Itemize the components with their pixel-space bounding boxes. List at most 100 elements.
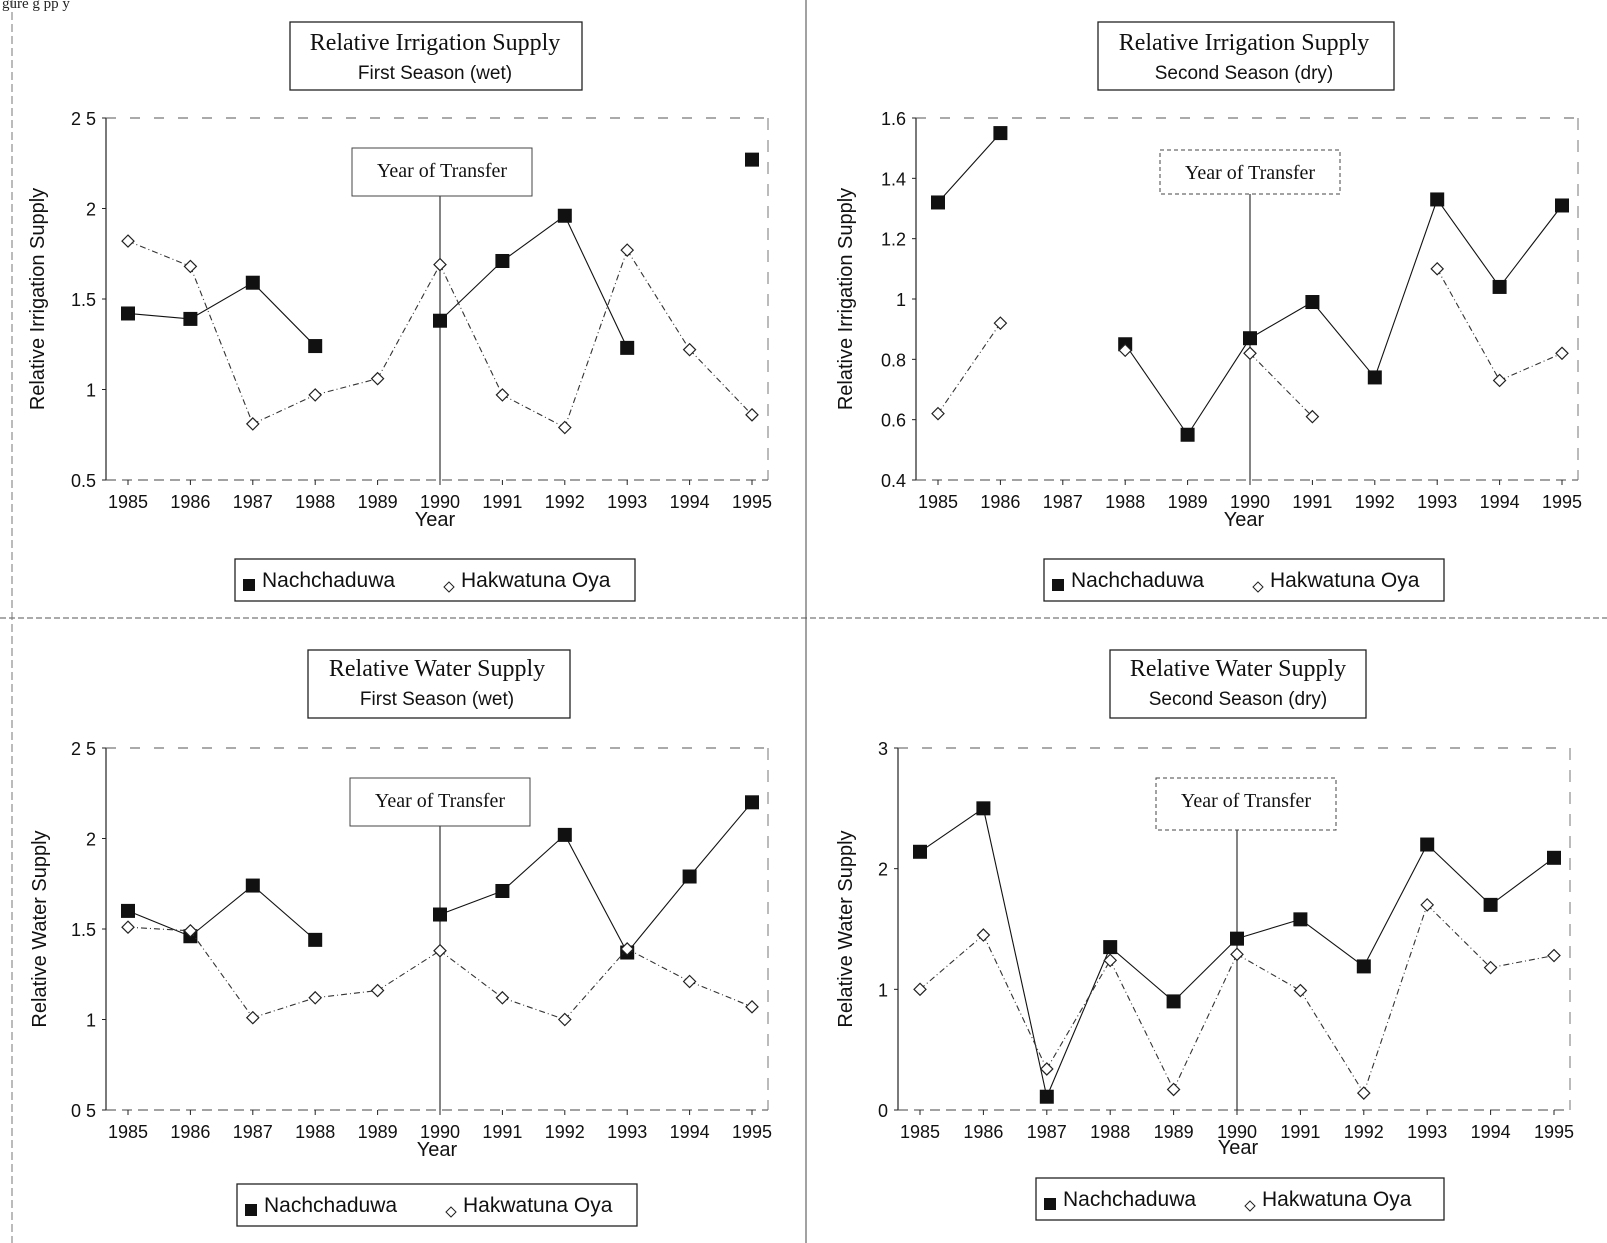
data-point-diamond: [370, 371, 385, 386]
x-axis-label: Year: [417, 1139, 458, 1161]
y-tick-label: 0: [878, 1101, 888, 1121]
legend-marker-diamond: [1244, 1200, 1256, 1212]
x-tick-label: 1993: [607, 1122, 647, 1142]
series-line-segment: [982, 934, 1048, 1070]
chart-panel-1: Relative Irrigation Supply First Season (…: [27, 21, 772, 602]
series-line-segment: [1499, 352, 1563, 381]
chart-title-box: [289, 21, 583, 91]
data-point-diamond: [620, 243, 635, 257]
data-point-diamond: [976, 928, 991, 942]
chart-title: Relative Water Supply: [329, 656, 545, 682]
data-point-diamond: [1420, 898, 1435, 912]
x-tick-label: 1987: [1027, 1122, 1067, 1142]
x-tick-label: 1991: [1292, 492, 1332, 512]
data-point-diamond: [745, 407, 759, 422]
x-axis-label: Year: [1218, 1137, 1259, 1159]
chart-subtitle: Second Season (dry): [1155, 63, 1334, 84]
x-tick-label: 1985: [108, 492, 148, 512]
series-line-segment: [626, 249, 691, 350]
data-point-diamond: [1483, 960, 1498, 975]
data-point-square: [245, 275, 260, 290]
data-point-diamond: [495, 990, 510, 1005]
series-line-segment: [439, 264, 503, 396]
data-point-square: [1367, 370, 1382, 385]
series-line-segment: [1109, 960, 1175, 1090]
series-line-segment: [1187, 337, 1251, 436]
x-tick-label: 1990: [420, 1122, 460, 1142]
series-line-segment: [1249, 352, 1313, 418]
data-point-diamond: [1430, 261, 1445, 276]
series-line-segment: [377, 264, 441, 379]
legend-marker-square: [243, 579, 255, 591]
data-point-diamond: [183, 923, 198, 938]
x-tick-label: 1987: [233, 492, 273, 512]
data-point-diamond: [557, 420, 572, 435]
series-line-segment: [1436, 199, 1501, 288]
series-line-segment: [252, 997, 316, 1019]
series-line-segment: [1363, 844, 1428, 967]
series-line-segment: [190, 885, 254, 937]
y-tick-label: 0 5: [71, 1101, 96, 1121]
series-line-segment: [1300, 918, 1365, 967]
y-tick-label: 2 5: [71, 109, 96, 129]
legend-label-nachchaduwa: Nachchaduwa: [262, 569, 395, 592]
y-axis-label: Relative Water Supply: [29, 830, 51, 1027]
y-tick-label: 1.5: [71, 290, 96, 310]
data-point-square: [745, 152, 759, 167]
x-tick-label: 1988: [1090, 1122, 1130, 1142]
data-point-square: [495, 253, 510, 268]
series-nachchaduwa: [913, 801, 1561, 1104]
series-line-segment: [439, 260, 503, 322]
x-tick-label: 1985: [918, 492, 958, 512]
y-tick-label: 2 5: [71, 739, 96, 759]
chart-panel-2: Relative Irrigation Supply Second Season …: [835, 21, 1582, 602]
series-line-segment: [252, 282, 316, 347]
series-line-segment: [190, 282, 254, 320]
x-tick-label: 1985: [108, 1122, 148, 1142]
series-line-segment: [127, 240, 191, 267]
legend-label-hakwatuna-oya: Hakwatuna Oya: [1262, 1188, 1412, 1211]
y-tick-label: 0.8: [881, 350, 906, 370]
series-line-segment: [626, 876, 691, 953]
data-point-diamond: [1305, 409, 1320, 424]
series-line-segment: [1426, 904, 1491, 969]
series-line-segment: [937, 322, 1001, 414]
data-point-square: [745, 795, 759, 810]
x-tick-label: 1988: [295, 492, 335, 512]
y-tick-label: 1.2: [881, 230, 906, 250]
chart-title: Relative Irrigation Supply: [1119, 30, 1370, 56]
series-line-segment: [189, 930, 254, 1019]
data-point-square: [1547, 850, 1561, 865]
x-tick-label: 1993: [1417, 492, 1457, 512]
legend: Nachchaduwa Hakwatuna Oya: [1035, 1177, 1445, 1221]
y-axis-label: Relative Irrigation Supply: [835, 188, 857, 410]
series-line-segment: [982, 808, 1048, 1097]
x-axis-label: Year: [415, 509, 456, 531]
x-tick-label: 1993: [1407, 1122, 1447, 1142]
data-point-square: [682, 869, 697, 884]
legend-label-nachchaduwa: Nachchaduwa: [264, 1194, 397, 1217]
x-tick-label: 1994: [1471, 1122, 1511, 1142]
series-line-segment: [689, 801, 753, 877]
data-point-square: [1483, 897, 1498, 912]
series-line-segment: [564, 249, 628, 428]
data-point-diamond: [1356, 1086, 1371, 1100]
data-point-diamond: [245, 417, 260, 431]
data-point-diamond: [1039, 1062, 1054, 1076]
y-tick-label: 1: [878, 980, 888, 1000]
x-tick-label: 1991: [482, 1122, 522, 1142]
series-line-segment: [1124, 343, 1189, 436]
y-tick-label: 1.4: [881, 169, 906, 189]
x-tick-label: 1993: [607, 492, 647, 512]
series-line-segment: [1046, 946, 1111, 1097]
legend: Nachchaduwa Hakwatuna Oya: [1043, 558, 1445, 602]
x-tick-label: 1992: [1355, 492, 1395, 512]
data-point-square: [557, 208, 572, 223]
chart-title: Relative Irrigation Supply: [310, 30, 561, 56]
series-line-segment: [1436, 268, 1501, 381]
x-tick-label: 1986: [170, 1122, 210, 1142]
x-tick-label: 1995: [732, 1122, 772, 1142]
series-line-segment: [502, 997, 565, 1021]
data-point-diamond: [620, 942, 635, 956]
